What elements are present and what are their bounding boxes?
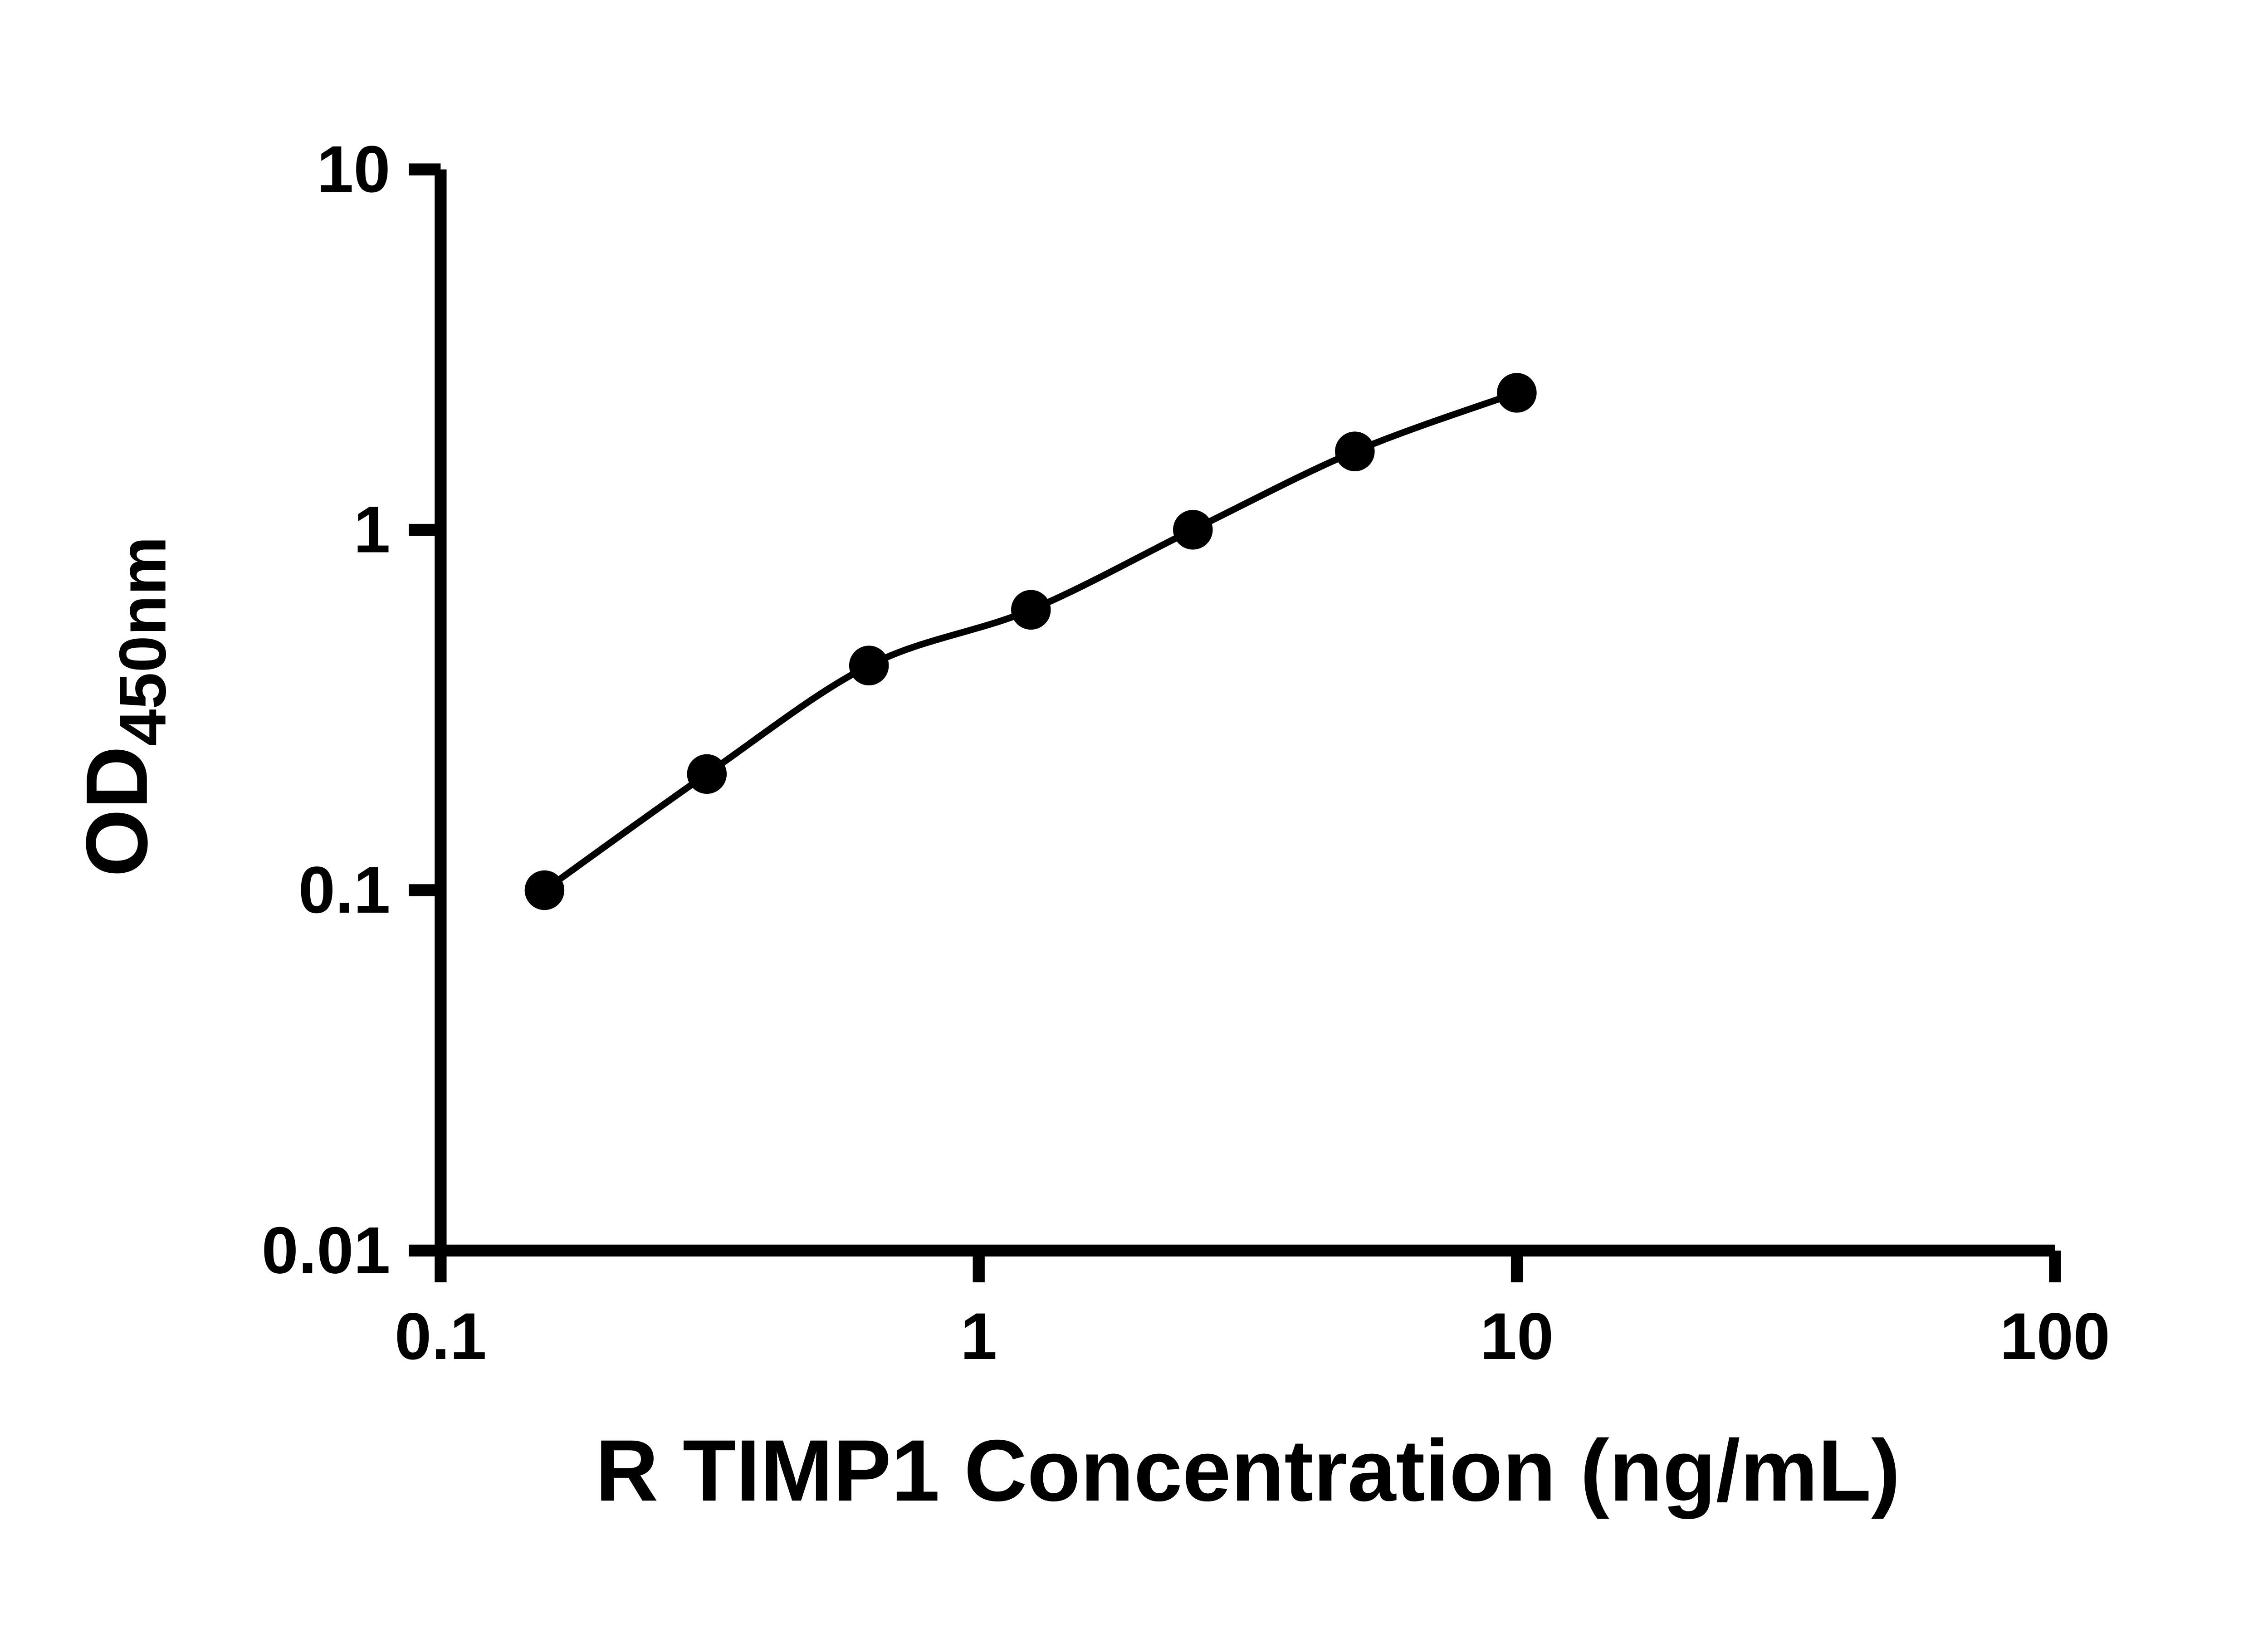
y-axis-title-main: OD [68,746,166,877]
data-point [687,754,727,794]
y-tick-label: 0.1 [298,853,391,927]
y-axis-title-subscript: 450nm [106,536,180,746]
data-point [1497,373,1537,413]
y-tick-label: 0.01 [262,1213,391,1287]
x-tick-label: 100 [2000,1299,2110,1373]
data-point [1011,590,1051,630]
data-point [524,870,565,910]
data-point [1173,510,1213,550]
data-point [849,645,889,685]
y-tick-label: 1 [353,493,390,567]
x-axis-title: R TIMP1 Concentration (ng/mL) [595,1422,1900,1519]
y-tick-label: 10 [317,132,390,206]
x-tick-label: 0.1 [395,1299,487,1373]
x-tick-label: 10 [1480,1299,1554,1373]
y-axis-title: OD450nm [68,536,180,877]
fit-curve [543,390,1518,893]
x-tick-label: 1 [960,1299,997,1373]
data-point [1335,431,1375,471]
